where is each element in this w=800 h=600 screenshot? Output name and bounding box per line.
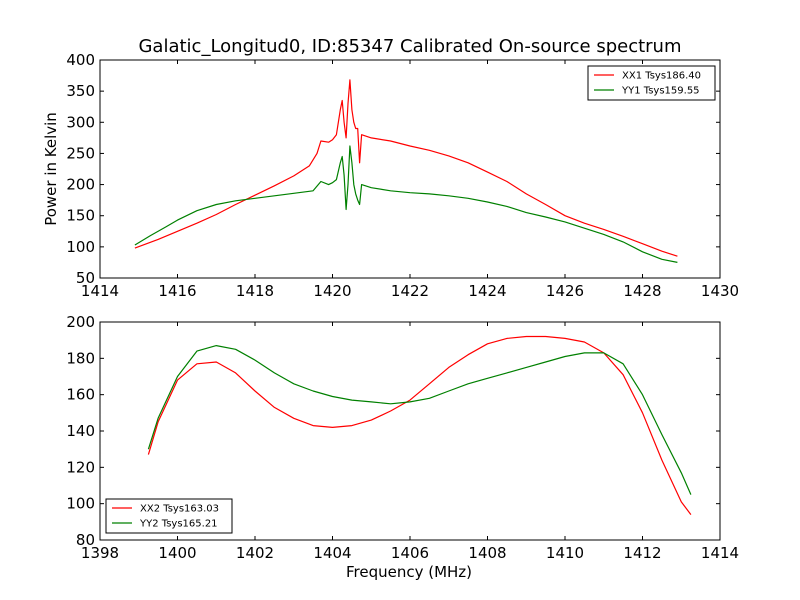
y-tick-label: 140 [66,422,95,440]
x-tick-label: 1414 [701,544,739,562]
legend-entry: XX2 Tsys163.03 [140,504,219,515]
chart-title: Galatic_Longitud0, ID:85347 Calibrated O… [138,36,681,57]
y-tick-label: 120 [66,458,95,476]
x-tick-label: 1426 [546,282,584,300]
y-axis-label-top: Power in Kelvin [42,112,60,226]
y-tick-label: 200 [66,313,95,331]
y-tick-label: 50 [76,269,95,287]
y-tick-label: 160 [66,386,95,404]
x-tick-label: 1420 [313,282,351,300]
y-tick-label: 180 [66,349,95,367]
x-tick-label: 1400 [158,544,196,562]
x-tick-label: 1428 [623,282,661,300]
y-tick-label: 350 [66,82,95,100]
legend: XX1 Tsys186.40 YY1 Tsys159.55 [587,65,716,101]
bottom-panel: 1398 1400 1402 1404 1406 1408 1410 1412 1414 80 10… [66,313,739,562]
x-tick-label: 1422 [391,282,429,300]
y-tick-label: 150 [66,207,95,225]
legend-entry: YY2 Tsys165.21 [139,519,218,530]
x-tick-label: 1416 [158,282,196,300]
series-line-2 [147,345,692,495]
top-panel: 1414 1416 1418 1420 1422 1424 1426 1428 1430 50 10… [66,51,739,300]
x-tick-label: 1424 [468,282,506,300]
x-tick-label: 1404 [313,544,351,562]
x-axis-label: Frequency (MHz) [346,563,472,581]
y-tick-label: 100 [66,495,95,513]
series-line-1 [134,79,678,257]
y-tick-label: 100 [66,238,95,256]
x-tick-label: 1414 [81,282,119,300]
y-tick-label: 200 [66,176,95,194]
y-tick-label: 300 [66,113,95,131]
x-tick-label: 1402 [236,544,274,562]
series-line-1 [147,335,692,515]
y-tick-label: 400 [66,51,95,69]
series-line-2 [134,145,678,263]
x-tick-label: 1412 [623,544,661,562]
x-tick-label: 1398 [81,544,119,562]
y-tick-label: 80 [76,531,95,549]
legend: XX2 Tsys163.03 YY2 Tsys165.21 [105,498,233,534]
x-tick-label: 1418 [236,282,274,300]
x-tick-label: 1406 [391,544,429,562]
x-tick-label: 1410 [546,544,584,562]
legend-entry: YY1 Tsys159.55 [621,86,700,97]
legend-entry: XX1 Tsys186.40 [622,71,701,82]
y-tick-label: 250 [66,144,95,162]
x-tick-label: 1408 [468,544,506,562]
x-tick-label: 1430 [701,282,739,300]
